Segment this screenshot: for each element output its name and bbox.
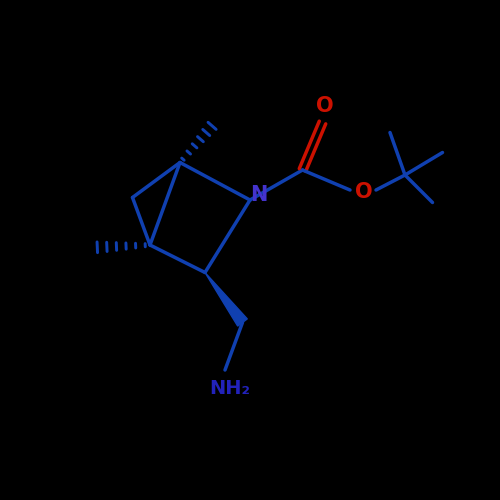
Text: O: O [355, 182, 373, 203]
Text: NH₂: NH₂ [210, 380, 250, 398]
Text: O: O [316, 96, 334, 116]
Text: N: N [250, 185, 268, 205]
Polygon shape [205, 272, 248, 326]
